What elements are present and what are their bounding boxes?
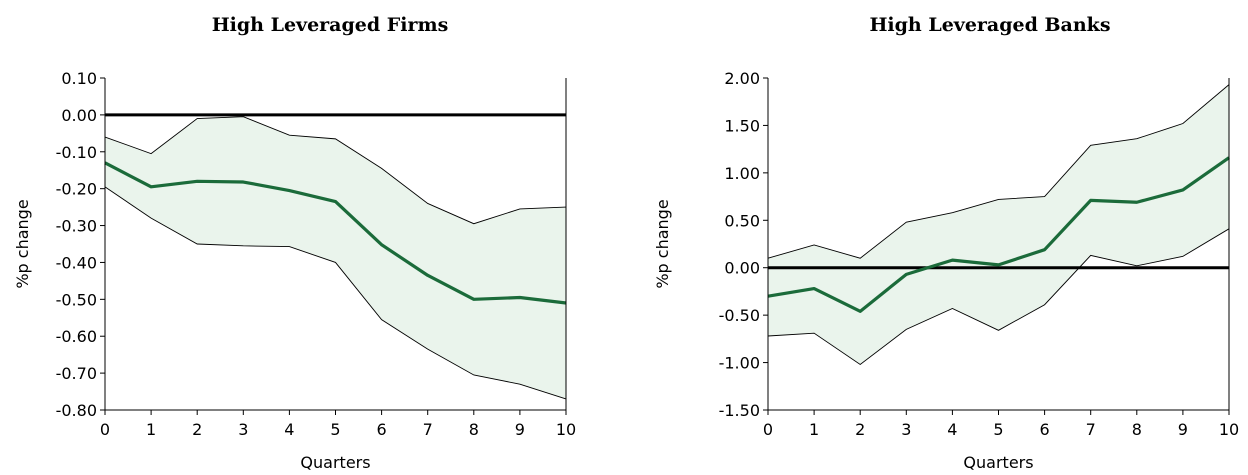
y-tick-label: 0.00 [61, 106, 97, 125]
series-line-lower-bound [104, 186, 567, 400]
chart-svg: 2.00 1.50 1.00 0.50 0.00 -0.50 -1.00 -1.500 1 2 3 4… [653, 69, 1239, 472]
x-tick-label: 0 [100, 420, 110, 439]
x-tick-label: 7 [1086, 420, 1096, 439]
x-tick-label: 2 [855, 420, 865, 439]
x-tick-label: 4 [947, 420, 957, 439]
chart-panel-firms: High Leveraged Firms 0.10 0.00 -0.10 -0.20 -… [0, 0, 600, 475]
y-tick-label: -0.80 [56, 401, 97, 420]
y-tick-label: 1.50 [724, 116, 760, 135]
y-tick-label: -0.50 [56, 290, 97, 309]
chart-title: High Leveraged Banks [869, 14, 1111, 36]
x-tick-label: 0 [763, 420, 773, 439]
confidence-band [105, 116, 566, 399]
x-tick-label: 6 [377, 420, 387, 439]
x-tick-label: 8 [1132, 420, 1142, 439]
x-tick-label: 5 [330, 420, 340, 439]
x-tick-label: 5 [993, 420, 1003, 439]
series-line-lower-bound [767, 228, 1230, 366]
x-tick-label: 6 [1040, 420, 1050, 439]
x-tick-label: 1 [809, 420, 819, 439]
x-tick-label: 9 [515, 420, 525, 439]
chart-panel-banks: High Leveraged Banks 2.00 1.50 1.00 0.50 0.0… [640, 0, 1240, 475]
series-line-estimate [104, 161, 567, 305]
x-tick-label: 4 [284, 420, 294, 439]
y-tick-label: -0.10 [56, 143, 97, 162]
y-tick-label: 0.00 [724, 259, 760, 278]
y-tick-label: 0.10 [61, 69, 97, 88]
x-tick-label: 9 [1178, 420, 1188, 439]
confidence-band [768, 84, 1229, 365]
chart-svg: 0.10 0.00 -0.10 -0.20 -0.30 -0.40 -0.50 -0.60 -0… [13, 69, 576, 472]
x-axis-label: Quarters [300, 453, 370, 472]
y-tick-label: -0.50 [719, 306, 760, 325]
x-tick-label: 3 [901, 420, 911, 439]
x-tick-label: 7 [423, 420, 433, 439]
y-tick-label: -1.00 [719, 354, 760, 373]
series-line-estimate [767, 156, 1230, 313]
x-tick-label: 10 [556, 420, 576, 439]
y-tick-label: -0.30 [56, 217, 97, 236]
y-axis-label: %p change [13, 199, 32, 288]
y-tick-label: 1.00 [724, 164, 760, 183]
y-tick-label: -0.70 [56, 364, 97, 383]
x-tick-label: 10 [1219, 420, 1239, 439]
x-tick-label: 3 [238, 420, 248, 439]
y-tick-label: -1.50 [719, 401, 760, 420]
series-line-upper-bound [767, 84, 1230, 259]
chart-title: High Leveraged Firms [211, 14, 449, 36]
y-axis-label: %p change [653, 199, 672, 288]
y-tick-label: -0.40 [56, 253, 97, 272]
y-tick-label: 2.00 [724, 69, 760, 88]
x-axis-label: Quarters [963, 453, 1033, 472]
series-line-upper-bound [104, 116, 567, 225]
x-tick-label: 1 [146, 420, 156, 439]
x-tick-label: 8 [469, 420, 479, 439]
y-tick-label: -0.20 [56, 180, 97, 199]
y-tick-label: 0.50 [724, 211, 760, 230]
y-tick-label: -0.60 [56, 327, 97, 346]
x-tick-label: 2 [192, 420, 202, 439]
